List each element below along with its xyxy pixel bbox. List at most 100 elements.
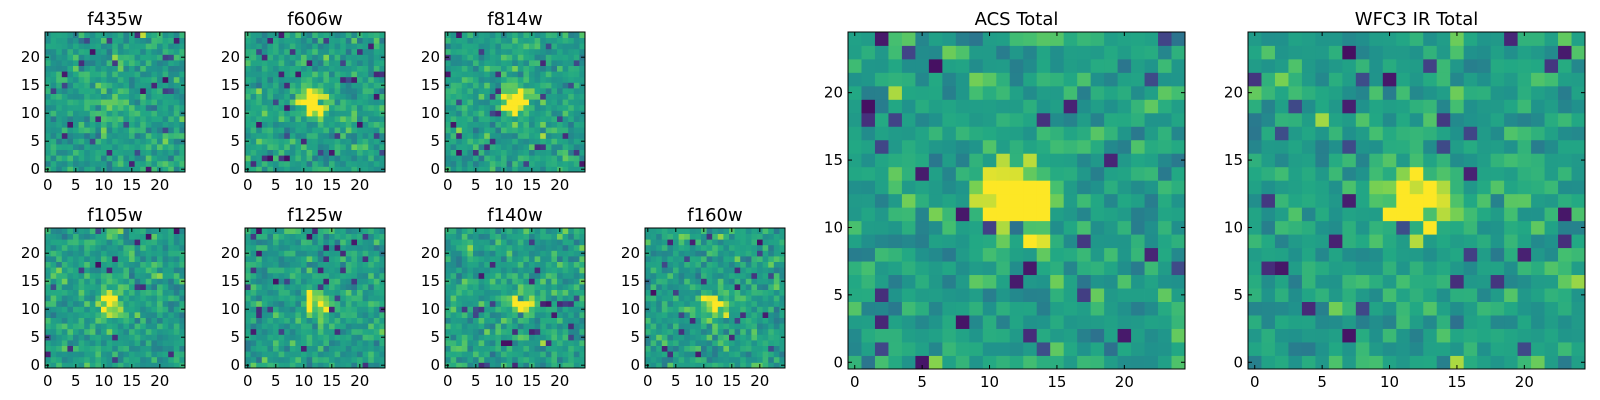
heatmap-cell bbox=[256, 256, 263, 262]
heatmap-cell bbox=[723, 356, 730, 363]
heatmap-cell bbox=[573, 239, 580, 246]
heatmap-cell bbox=[261, 48, 268, 55]
heatmap-cell bbox=[345, 99, 352, 106]
heatmap-cell bbox=[1158, 207, 1172, 222]
heatmap-cell bbox=[357, 155, 363, 162]
heatmap-cell bbox=[573, 160, 580, 167]
heatmap-cell bbox=[78, 76, 85, 83]
heatmap-cell bbox=[1023, 288, 1038, 302]
heatmap-cell bbox=[112, 116, 119, 122]
heatmap-cell bbox=[901, 301, 916, 316]
heatmap-cell bbox=[1171, 180, 1186, 195]
heatmap-cell bbox=[61, 317, 68, 324]
heatmap-cell bbox=[489, 233, 496, 240]
heatmap-cell bbox=[773, 278, 780, 285]
heatmap-cell bbox=[673, 239, 679, 246]
heatmap-cell bbox=[117, 256, 124, 262]
heatmap-cell bbox=[684, 351, 691, 358]
heatmap-cell bbox=[357, 99, 363, 106]
heatmap-cell bbox=[942, 153, 957, 168]
heatmap-cell bbox=[717, 362, 724, 369]
heatmap-cell bbox=[317, 250, 324, 257]
heatmap-cell bbox=[534, 284, 541, 290]
heatmap-cell bbox=[162, 351, 169, 358]
heatmap-cell bbox=[579, 65, 586, 72]
heatmap-cell bbox=[573, 43, 580, 50]
heatmap-cell bbox=[540, 284, 547, 290]
heatmap-cell bbox=[273, 250, 279, 257]
heatmap-cell bbox=[1144, 220, 1159, 235]
heatmap-cell bbox=[162, 233, 169, 240]
heatmap-cell bbox=[140, 340, 147, 346]
heatmap-cell bbox=[568, 345, 575, 352]
heatmap-cell bbox=[757, 261, 763, 268]
heatmap-cell bbox=[1131, 315, 1145, 329]
heatmap-cell bbox=[695, 340, 702, 346]
heatmap-cell bbox=[478, 334, 485, 341]
heatmap-cell bbox=[151, 267, 158, 274]
heatmap-cell bbox=[256, 328, 263, 335]
heatmap-cell bbox=[261, 340, 268, 346]
heatmap-cell bbox=[284, 132, 291, 139]
heatmap-cell bbox=[173, 267, 180, 274]
heatmap-cell bbox=[340, 233, 347, 240]
heatmap-cell bbox=[484, 155, 491, 162]
heatmap-cell bbox=[173, 300, 180, 307]
heatmap-cell bbox=[151, 132, 158, 139]
heatmap-cell bbox=[684, 312, 691, 318]
heatmap-cell bbox=[768, 323, 775, 330]
heatmap-cell bbox=[140, 239, 147, 246]
heatmap-cell bbox=[256, 244, 263, 251]
heatmap-cell bbox=[579, 256, 586, 262]
heatmap-cell bbox=[568, 76, 575, 83]
heatmap-cell bbox=[284, 233, 291, 240]
heatmap-cell bbox=[540, 323, 547, 330]
heatmap-cell bbox=[117, 104, 124, 111]
heatmap-cell bbox=[745, 328, 752, 335]
heatmap-cell bbox=[473, 149, 479, 156]
heatmap-cell bbox=[540, 60, 547, 66]
heatmap-cell bbox=[562, 295, 569, 302]
heatmap-cell bbox=[467, 306, 474, 313]
heatmap-cell bbox=[301, 48, 307, 55]
heatmap-cell bbox=[117, 48, 124, 55]
heatmap-cell bbox=[379, 99, 386, 106]
y-tick-label: 0 bbox=[30, 160, 40, 178]
heatmap-cell bbox=[306, 256, 313, 262]
heatmap-cell bbox=[289, 144, 296, 150]
heatmap-cell bbox=[473, 127, 479, 134]
heatmap-cell bbox=[661, 284, 668, 290]
heatmap-cell bbox=[701, 351, 707, 358]
heatmap-cell bbox=[340, 48, 347, 55]
heatmap-cell bbox=[573, 289, 580, 296]
heatmap-cell bbox=[340, 306, 347, 313]
heatmap-cell bbox=[295, 272, 302, 279]
heatmap-cell bbox=[1036, 166, 1051, 181]
heatmap-cell bbox=[312, 160, 319, 167]
heatmap-cell bbox=[250, 239, 257, 246]
heatmap-cell bbox=[267, 284, 274, 290]
heatmap-cell bbox=[1144, 288, 1159, 302]
heatmap-cell bbox=[273, 138, 279, 145]
heatmap-cell bbox=[106, 323, 113, 330]
heatmap-cell bbox=[261, 289, 268, 296]
heatmap-cell bbox=[362, 110, 369, 117]
heatmap-cell bbox=[357, 132, 363, 139]
heatmap-cell bbox=[179, 272, 186, 279]
heatmap-cell bbox=[495, 340, 502, 346]
heatmap-cell bbox=[1077, 288, 1092, 302]
heatmap-cell bbox=[329, 356, 335, 363]
heatmap-cell bbox=[73, 317, 79, 324]
heatmap-cell bbox=[157, 104, 163, 111]
heatmap-cell bbox=[101, 261, 107, 268]
heatmap-cell bbox=[317, 351, 324, 358]
heatmap-cell bbox=[942, 193, 957, 208]
heatmap-cell bbox=[501, 121, 507, 128]
heatmap-cell bbox=[478, 65, 485, 72]
heatmap-cell bbox=[317, 116, 324, 122]
heatmap-cell bbox=[278, 99, 285, 106]
heatmap-cell bbox=[289, 121, 296, 128]
heatmap-cell bbox=[773, 351, 780, 358]
heatmap-cell bbox=[779, 328, 786, 335]
heatmap-cell bbox=[762, 306, 769, 313]
